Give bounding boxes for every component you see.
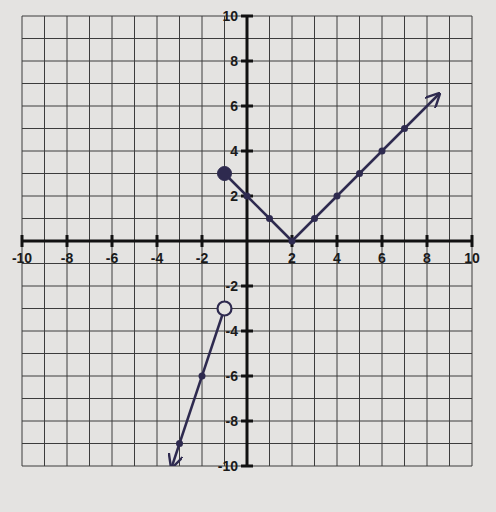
y-tick-label: 6 bbox=[230, 98, 238, 114]
y-tick-label: -8 bbox=[226, 413, 239, 429]
grid-line bbox=[22, 16, 472, 17]
x-tick-label: -8 bbox=[61, 250, 74, 266]
y-tick bbox=[241, 330, 253, 333]
grid-line bbox=[22, 421, 472, 422]
x-tick bbox=[201, 235, 204, 247]
point bbox=[244, 193, 251, 200]
grid-line bbox=[22, 376, 472, 377]
x-tick bbox=[21, 235, 24, 247]
function-line bbox=[225, 174, 293, 242]
y-tick bbox=[241, 375, 253, 378]
y-tick bbox=[241, 420, 253, 423]
x-tick-label: 2 bbox=[288, 250, 296, 266]
y-axis bbox=[246, 16, 249, 466]
y-tick bbox=[241, 285, 253, 288]
point bbox=[334, 193, 341, 200]
y-tick-label: -6 bbox=[226, 368, 239, 384]
x-tick bbox=[426, 235, 429, 247]
x-tick-label: -6 bbox=[106, 250, 119, 266]
axes: -10 -8 -6 -4 -2 2 4 6 8 10 -10 -8 -6 -4 -2 2 4 6 8 10 bbox=[12, 8, 480, 474]
point bbox=[401, 125, 408, 132]
closed-endpoint bbox=[218, 167, 232, 181]
grid-line bbox=[22, 286, 472, 287]
point bbox=[266, 215, 273, 222]
y-tick-label: 2 bbox=[230, 188, 238, 204]
x-tick-label: -10 bbox=[12, 250, 32, 266]
grid-line bbox=[247, 16, 248, 466]
y-tick bbox=[241, 15, 253, 18]
background bbox=[0, 0, 496, 512]
y-tick bbox=[241, 60, 253, 63]
function-line bbox=[292, 95, 438, 241]
x-tick bbox=[66, 235, 69, 247]
x-tick-label: 6 bbox=[378, 250, 386, 266]
chart: -10 -8 -6 -4 -2 2 4 6 8 10 -10 -8 -6 -4 -2 2 4 6 8 10 bbox=[0, 0, 496, 512]
point bbox=[356, 170, 363, 177]
grid-line bbox=[22, 331, 472, 332]
open-endpoint bbox=[218, 302, 232, 316]
grid-line bbox=[22, 106, 472, 107]
y-tick-label: 10 bbox=[222, 8, 238, 24]
x-tick-label: -4 bbox=[151, 250, 164, 266]
x-tick-label: 8 bbox=[423, 250, 431, 266]
y-tick-label: -10 bbox=[218, 458, 238, 474]
y-tick-label: -2 bbox=[226, 278, 239, 294]
x-tick-label: 10 bbox=[464, 250, 480, 266]
y-tick-label: 8 bbox=[230, 53, 238, 69]
point bbox=[289, 238, 296, 245]
point bbox=[311, 215, 318, 222]
function-line bbox=[172, 309, 224, 467]
y-tick-label: 4 bbox=[230, 143, 238, 159]
y-tick bbox=[241, 105, 253, 108]
point bbox=[199, 373, 206, 380]
x-tick bbox=[336, 235, 339, 247]
y-tick bbox=[241, 150, 253, 153]
point bbox=[379, 148, 386, 155]
y-tick-label: -4 bbox=[226, 323, 239, 339]
grid-line bbox=[22, 466, 472, 467]
x-tick-label: -2 bbox=[196, 250, 209, 266]
x-tick bbox=[381, 235, 384, 247]
grid bbox=[22, 16, 472, 466]
y-tick bbox=[241, 465, 253, 468]
grid-line bbox=[22, 151, 472, 152]
point bbox=[176, 440, 183, 447]
x-tick bbox=[156, 235, 159, 247]
x-tick bbox=[111, 235, 114, 247]
x-tick-label: 4 bbox=[333, 250, 341, 266]
plot-area bbox=[172, 95, 438, 466]
x-tick bbox=[471, 235, 474, 247]
grid-line bbox=[22, 61, 472, 62]
